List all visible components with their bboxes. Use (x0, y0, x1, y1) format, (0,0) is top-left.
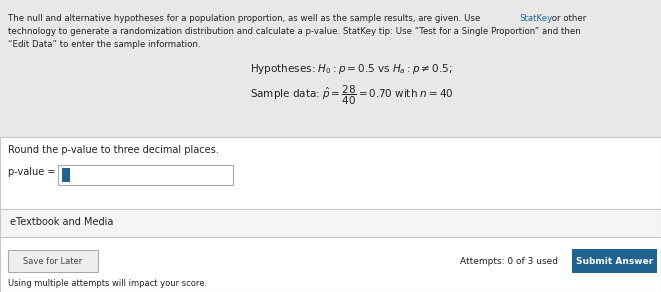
Text: or other: or other (549, 14, 586, 23)
Bar (0, 237, 661, 292)
Text: technology to generate a randomization distribution and calculate a p-value. Sta: technology to generate a randomization d… (8, 27, 581, 36)
Bar (572, 249, 657, 273)
Text: “Edit Data” to enter the sample information.: “Edit Data” to enter the sample informat… (8, 40, 200, 49)
Bar (0, 209, 661, 237)
Text: The null and alternative hypotheses for a population proportion, as well as the : The null and alternative hypotheses for … (8, 14, 483, 23)
Text: Save for Later: Save for Later (23, 256, 83, 265)
Text: Submit Answer: Submit Answer (576, 256, 653, 265)
Bar (58, 165, 233, 185)
Text: eTextbook and Media: eTextbook and Media (10, 217, 114, 227)
Bar (0, 137, 661, 292)
Text: Sample data: $\hat{p} = \dfrac{28}{40} = 0.70$ with $n = 40$: Sample data: $\hat{p} = \dfrac{28}{40} =… (250, 84, 453, 107)
Text: Attempts: 0 of 3 used: Attempts: 0 of 3 used (460, 256, 558, 265)
Text: Using multiple attempts will impact your score.: Using multiple attempts will impact your… (8, 279, 207, 288)
Text: p-value =: p-value = (8, 167, 59, 177)
Text: Round the p-value to three decimal places.: Round the p-value to three decimal place… (8, 145, 219, 155)
Text: StatKey: StatKey (519, 14, 552, 23)
Bar (62, 168, 70, 182)
Bar (8, 250, 98, 272)
Text: Hypotheses: $H_0 : p = 0.5$ vs $H_a : p \neq 0.5$;: Hypotheses: $H_0 : p = 0.5$ vs $H_a : p … (250, 62, 452, 76)
